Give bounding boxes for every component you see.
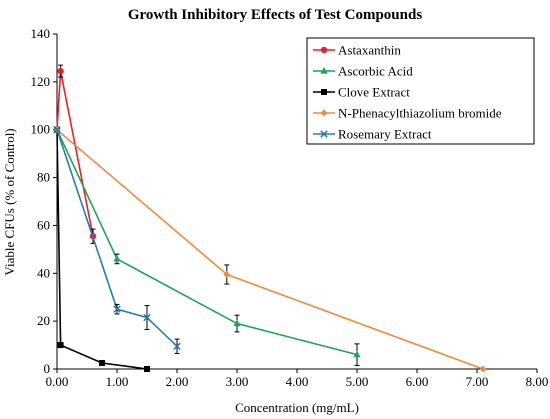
- y-tick-label: 120: [31, 74, 51, 89]
- series-line: [56, 129, 358, 356]
- y-tick-label: 60: [37, 217, 50, 232]
- x-tick-label: 4.00: [286, 374, 309, 389]
- data-point: [57, 342, 64, 349]
- legend-label: Clove Extract: [338, 85, 410, 100]
- y-tick-label: 80: [37, 170, 50, 185]
- legend-label: Rosemary Extract: [338, 127, 432, 142]
- y-tick-label: 100: [31, 122, 51, 137]
- x-axis-title: Concentration (mg/mL): [235, 400, 359, 415]
- legend: Astaxanthin Ascorbic Acid Clove Extract N-P…: [306, 37, 535, 145]
- series-line: [56, 129, 148, 370]
- legend-box: [306, 37, 535, 145]
- legend-marker: [320, 46, 328, 54]
- series-astaxanthin: [53, 64, 97, 244]
- series-ascorbic-acid: [53, 125, 361, 366]
- data-point: [53, 125, 61, 134]
- y-tick-label: 0: [44, 361, 51, 376]
- data-point: [143, 313, 151, 322]
- data-point: [233, 319, 241, 327]
- series-layer: [53, 64, 487, 373]
- data-point: [144, 366, 150, 372]
- legend-label: N-Phenacylthiazolium bromide: [338, 106, 502, 121]
- series-line: [56, 70, 94, 237]
- x-tick-label: 7.00: [466, 374, 489, 389]
- y-tick-label: 40: [37, 265, 50, 280]
- data-point: [57, 67, 64, 75]
- x-tick-label: 1.00: [106, 374, 129, 389]
- series-rosemary-extract: [53, 125, 181, 354]
- x-tick-label: 3.00: [226, 374, 249, 389]
- x-tick-label: 8.00: [526, 374, 549, 389]
- series-line: [56, 129, 178, 347]
- y-tick-label: 140: [31, 26, 51, 41]
- legend-marker: [321, 89, 327, 95]
- legend-label: Astaxanthin: [338, 43, 401, 58]
- x-tick-label: 0.00: [46, 374, 69, 389]
- y-tick-label: 20: [37, 313, 50, 328]
- data-point: [113, 305, 121, 313]
- series-n-phenacylthiazolium-bromide: [53, 126, 487, 373]
- data-point: [353, 350, 361, 358]
- chart-title: Growth Inhibitory Effects of Test Compou…: [128, 7, 423, 23]
- x-tick-group: 0.00 1.00 2.00 3.00 4.00 5.00 6.00 7.00 8.00: [46, 369, 549, 389]
- data-point: [223, 270, 230, 279]
- x-tick-label: 2.00: [166, 374, 189, 389]
- x-tick-label: 5.00: [346, 374, 369, 389]
- legend-marker: [320, 67, 328, 74]
- data-point: [479, 365, 487, 373]
- y-tick-group: 0 20 40 60 80 100 120 140: [31, 26, 57, 376]
- legend-marker: [320, 109, 328, 117]
- data-point: [99, 360, 105, 367]
- legend-marker: [320, 130, 328, 138]
- y-axis-title: Viable CFUs (% of Control): [2, 128, 17, 275]
- legend-label: Ascorbic Acid: [338, 64, 413, 79]
- series-line: [56, 129, 484, 370]
- x-tick-label: 6.00: [406, 374, 429, 389]
- data-point: [173, 342, 181, 350]
- data-point: [113, 254, 121, 262]
